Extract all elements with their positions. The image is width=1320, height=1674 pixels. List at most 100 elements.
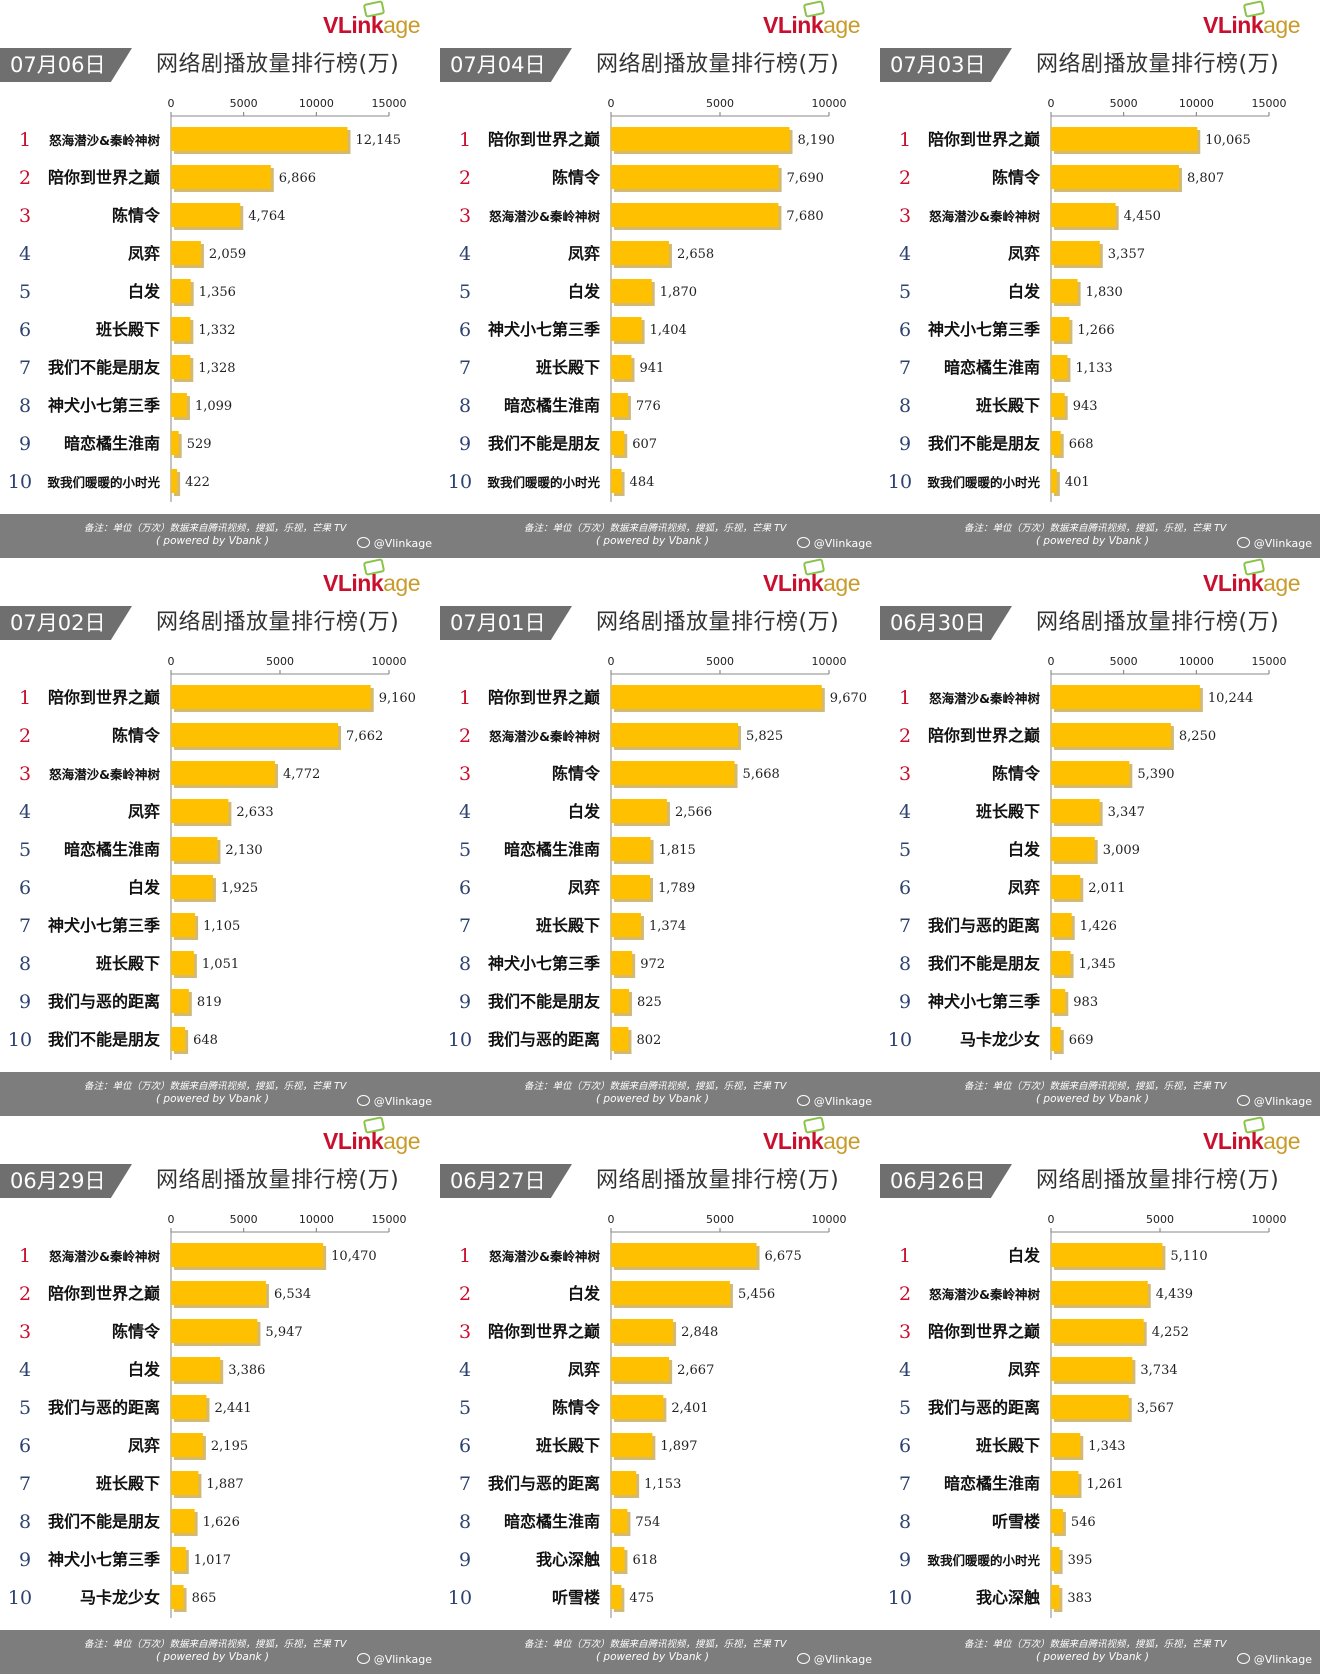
category-label: 我们不能是朋友 (48, 358, 161, 377)
value-label: 6,866 (279, 171, 316, 186)
value-label: 1,266 (1077, 323, 1114, 338)
bar (1051, 1433, 1081, 1457)
x-tick-label: 5000 (706, 655, 734, 668)
bar (171, 469, 178, 493)
category-label: 班长殿下 (96, 954, 160, 973)
chart-title: 网络剧播放量排行榜(万) (596, 610, 840, 635)
date-tab: 07月04日 (440, 48, 572, 82)
category-label: 我们不能是朋友 (928, 434, 1041, 453)
date-tab: 06月30日 (880, 606, 1012, 640)
value-label: 1,153 (644, 1477, 681, 1492)
logo-text-vlink: VLink (763, 1128, 824, 1154)
logo-text-age: age (823, 12, 860, 38)
category-label: 暗恋橘生淮南 (64, 840, 160, 859)
rank-number: 6 (19, 319, 31, 341)
value-label: 1,887 (206, 1477, 243, 1492)
rank-number: 10 (8, 1029, 32, 1051)
rank-number: 10 (888, 471, 912, 493)
category-label: 神犬小七第三季 (48, 1550, 161, 1569)
date-tab: 07月01日 (440, 606, 572, 640)
bar (611, 393, 628, 417)
category-label: 我们不能是朋友 (48, 1030, 161, 1049)
footer-bar: 备注：单位（万次）数据来自腾讯视频，搜狐，乐视，芒果 TV( powered b… (880, 514, 1320, 558)
value-label: 983 (1073, 995, 1098, 1010)
value-label: 754 (635, 1515, 660, 1530)
category-label: 凤弈 (1008, 1360, 1040, 1379)
bar (171, 1027, 186, 1051)
bar (171, 1547, 186, 1571)
footer-note: 备注：单位（万次）数据来自腾讯视频，搜狐，乐视，芒果 TV (964, 523, 1227, 534)
rank-number: 7 (459, 1473, 471, 1495)
value-label: 1,017 (194, 1553, 231, 1568)
value-label: 4,450 (1124, 209, 1161, 224)
value-label: 4,764 (248, 209, 285, 224)
bar (171, 1509, 195, 1533)
bar (171, 1243, 324, 1267)
rank-number: 4 (459, 1359, 471, 1381)
category-label: 暗恋橘生淮南 (504, 840, 600, 859)
rank-number: 3 (899, 763, 911, 785)
x-tick-label: 0 (608, 655, 615, 668)
chart-title: 网络剧播放量排行榜(万) (596, 52, 840, 77)
category-label: 我们与恶的距离 (488, 1030, 600, 1049)
x-tick-label: 15000 (372, 1213, 407, 1226)
chart-title: 网络剧播放量排行榜(万) (156, 610, 400, 635)
value-label: 395 (1068, 1553, 1093, 1568)
rank-number: 9 (459, 991, 471, 1013)
footer-powered: ( powered by Vbank ) (596, 1651, 710, 1663)
weibo-handle-text: @Vlinkage (373, 1653, 432, 1666)
value-label: 3,347 (1108, 805, 1145, 820)
bar (171, 1433, 203, 1457)
value-label: 1,870 (660, 285, 697, 300)
bar (1051, 469, 1057, 493)
category-label: 马卡龙少女 (960, 1030, 1040, 1049)
footer-note: 备注：单位（万次）数据来自腾讯视频，搜狐，乐视，芒果 TV (964, 1639, 1227, 1650)
footer-powered: ( powered by Vbank ) (596, 535, 710, 547)
category-label: 陪你到世界之巅 (48, 688, 160, 707)
logo-text-vlink: VLink (763, 570, 824, 596)
category-label: 班长殿下 (976, 396, 1040, 415)
category-label: 陈情令 (992, 764, 1041, 783)
value-label: 972 (640, 957, 665, 972)
bar (611, 279, 652, 303)
bar (1051, 1395, 1129, 1419)
weibo-icon (796, 1653, 810, 1664)
rank-number: 5 (459, 281, 471, 303)
category-label: 班长殿下 (536, 1436, 600, 1455)
value-label: 1,404 (650, 323, 687, 338)
rank-number: 1 (19, 129, 31, 151)
value-label: 10,065 (1205, 133, 1251, 148)
weibo-icon (796, 537, 810, 548)
value-label: 2,441 (214, 1401, 251, 1416)
category-label: 陪你到世界之巅 (488, 1322, 600, 1341)
bar (1051, 127, 1198, 151)
value-label: 1,345 (1079, 957, 1116, 972)
rank-number: 10 (448, 471, 472, 493)
category-label: 暗恋橘生淮南 (944, 358, 1040, 377)
bar (171, 203, 241, 227)
value-label: 5,947 (265, 1325, 302, 1340)
footer-powered: ( powered by Vbank ) (596, 1093, 710, 1105)
vlinkage-logo: VLinkage (763, 1128, 860, 1155)
rank-number: 3 (899, 205, 911, 227)
bar (1051, 837, 1095, 861)
bar (1051, 1357, 1133, 1381)
category-label: 白发 (1008, 282, 1041, 301)
bar (171, 1281, 266, 1305)
value-label: 1,105 (203, 919, 240, 934)
bar (171, 241, 201, 265)
bar (1051, 1243, 1163, 1267)
category-label: 陪你到世界之巅 (488, 688, 600, 707)
value-label: 5,668 (743, 767, 780, 782)
category-label: 致我们暖暖的小时光 (47, 475, 160, 490)
bar (1051, 431, 1061, 455)
bar (611, 1243, 757, 1267)
bar (611, 685, 822, 709)
bar (171, 799, 229, 823)
category-label: 神犬小七第三季 (488, 954, 601, 973)
bar (1051, 279, 1078, 303)
bar (611, 241, 669, 265)
rank-number: 3 (459, 205, 471, 227)
bar (1051, 1547, 1060, 1571)
logo-text-age: age (823, 1128, 860, 1154)
